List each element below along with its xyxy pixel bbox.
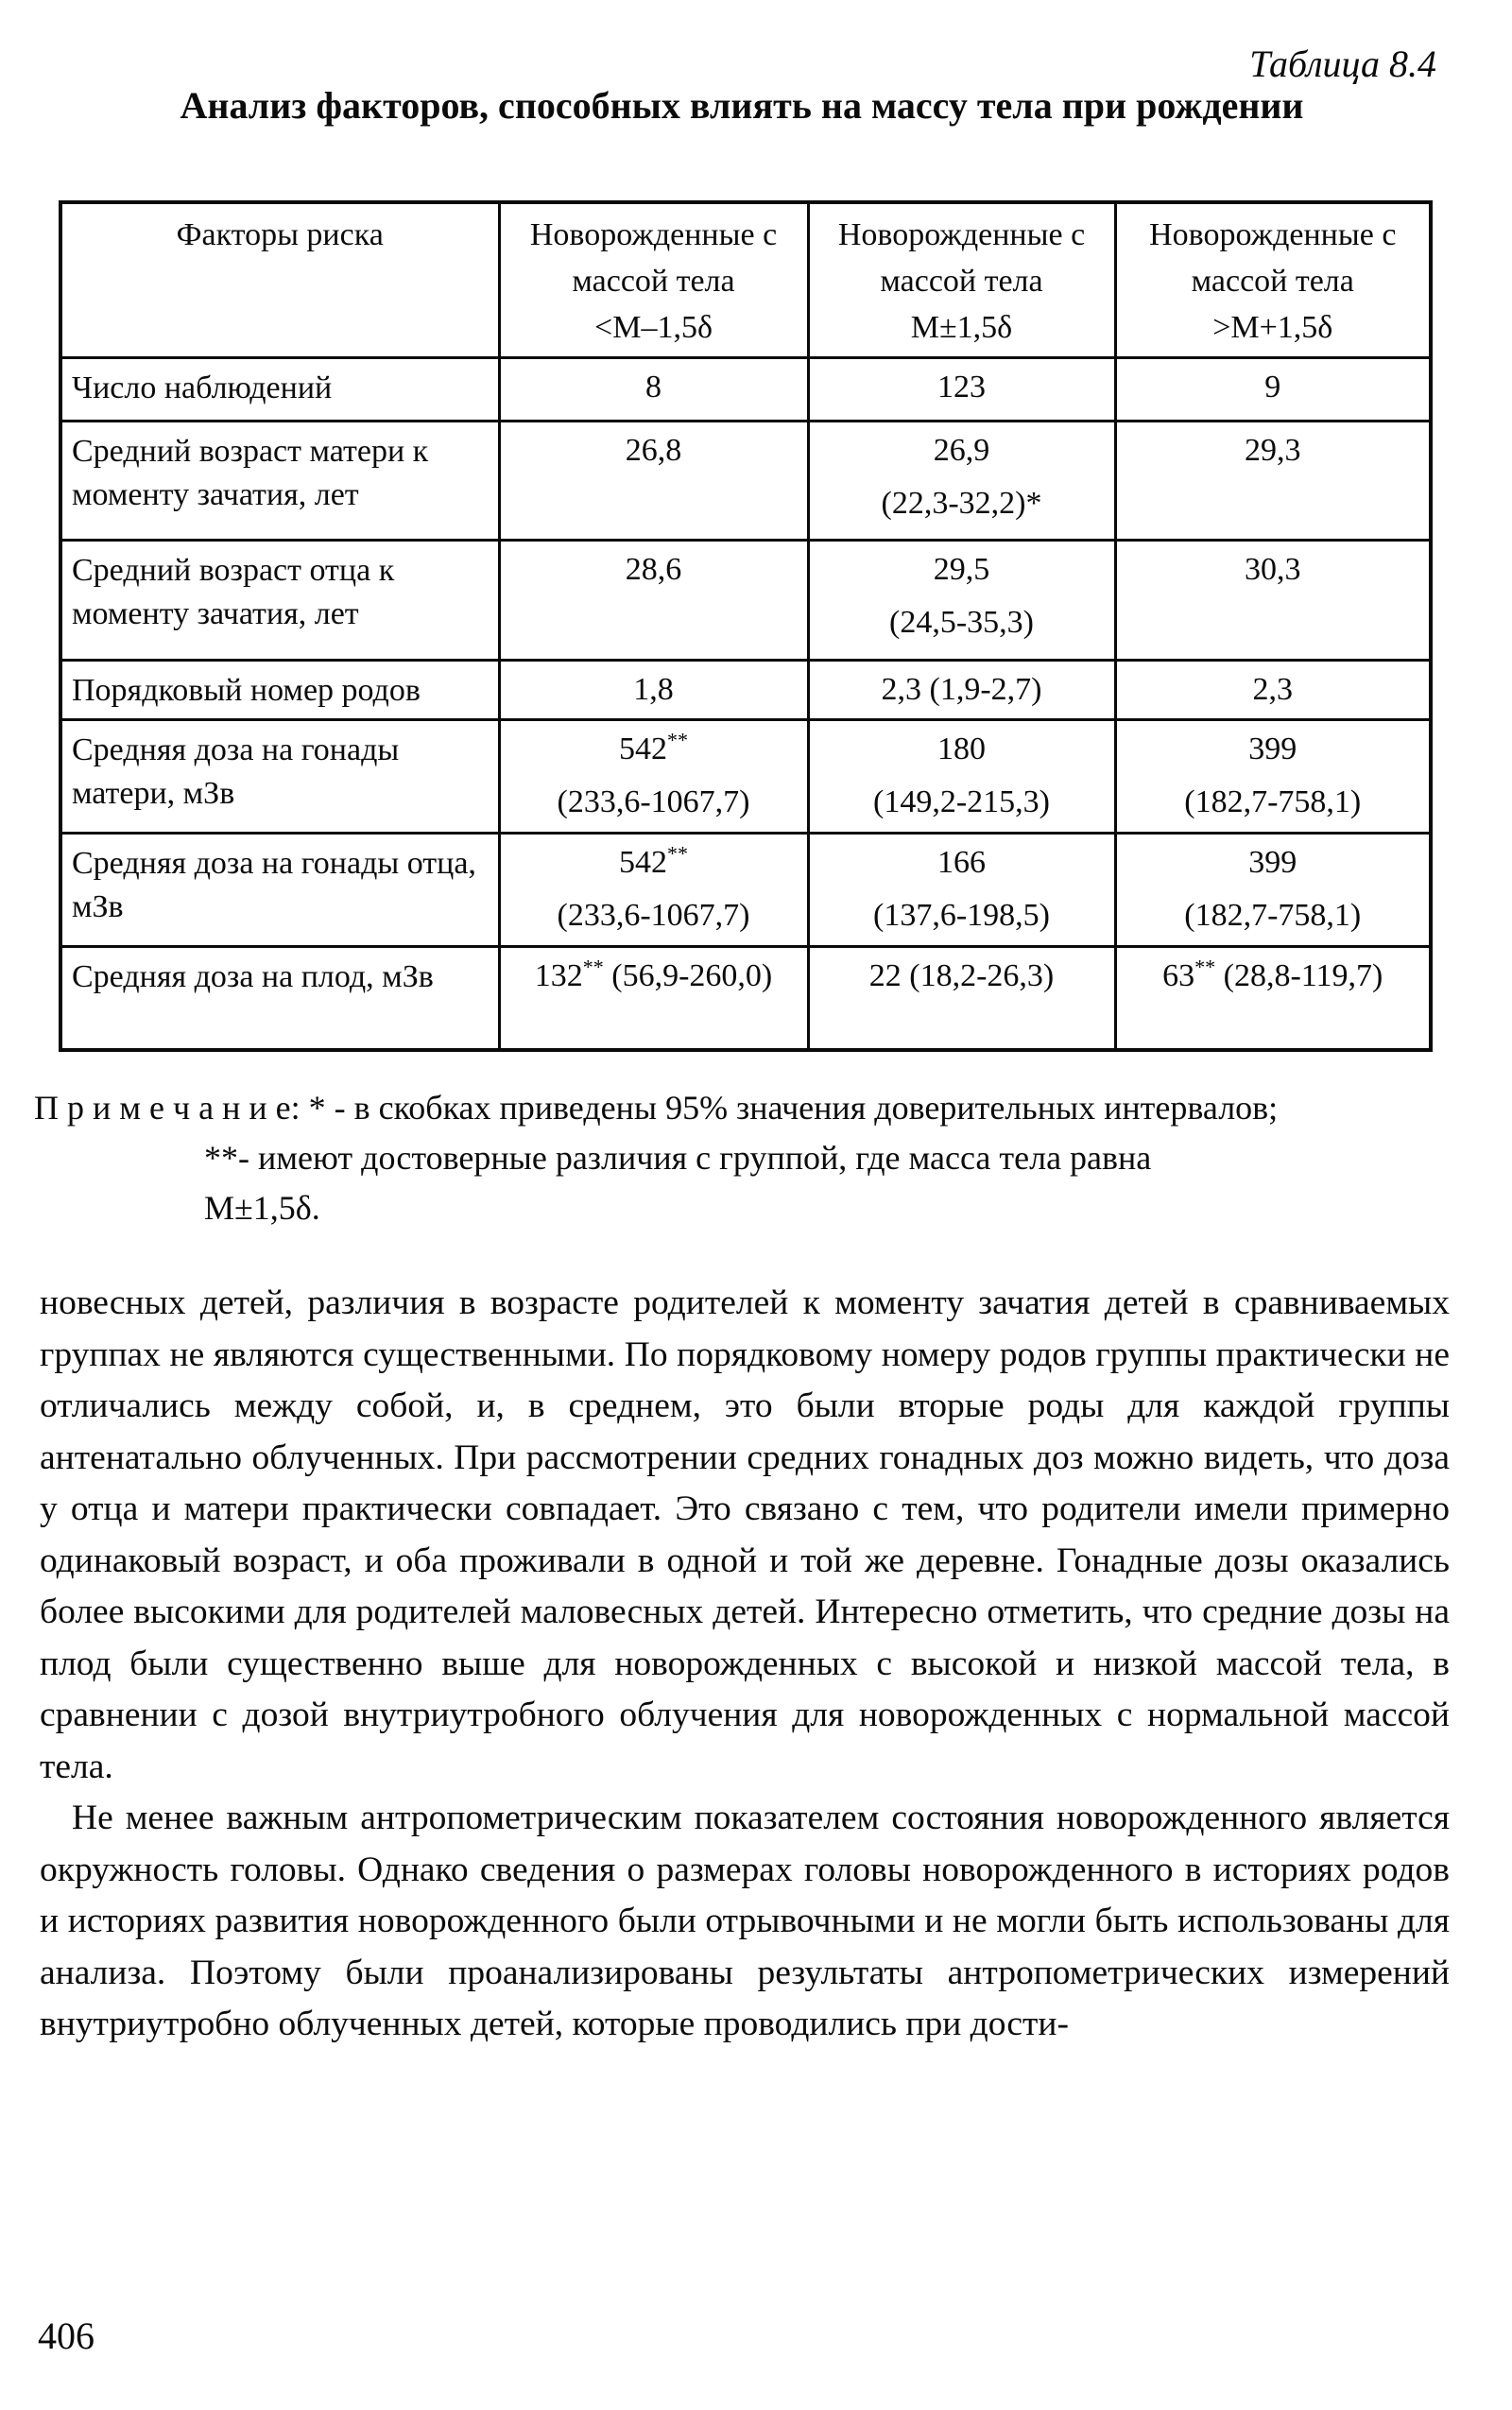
header-normal-mass: Новорожденные с массой тела М±1,5δ xyxy=(806,200,1117,359)
risk-factors-table: Факторы риска Новорожденные с массой тел… xyxy=(59,200,1433,1052)
value-cell: 166 (137,6-198,5) xyxy=(806,832,1117,948)
header-line: >М+1,5δ xyxy=(1212,310,1333,345)
value-cell: 30,3 xyxy=(1113,539,1433,662)
header-line: <М–1,5δ xyxy=(594,310,713,345)
page-title: Анализ факторов, способных влиять на мас… xyxy=(180,84,1304,127)
table-row: Средняя доза на гонады матери, мЗв 542**… xyxy=(59,718,1433,835)
body-text: новесных детей, различия в возрасте роди… xyxy=(40,1278,1450,2051)
header-line: Новорожденные с xyxy=(837,217,1086,252)
table-header-row: Факторы риска Новорожденные с массой тел… xyxy=(59,200,1433,359)
value-cell: 63** (28,8-119,7) xyxy=(1113,945,1433,1051)
value-cell: 399 (182,7-758,1) xyxy=(1113,832,1433,948)
table-row: Порядковый номер родов 1,8 2,3 (1,9-2,7)… xyxy=(59,659,1433,721)
value-cell: 542** (233,6-1067,7) xyxy=(497,718,810,835)
table-row: Средняя доза на плод, мЗв 132** (56,9-26… xyxy=(59,945,1433,1051)
header-factors: Факторы риска xyxy=(59,200,501,359)
row-label-cell: Средняя доза на плод, мЗв xyxy=(59,945,501,1051)
table-footnote: П р и м е ч а н и е: * - в скобках приве… xyxy=(34,1083,1485,1233)
footnote-text: * - в скобках приведены 95% значения дов… xyxy=(300,1089,1279,1127)
table-caption: Таблица 8.4 xyxy=(1249,43,1436,85)
row-label-cell: Число наблюдений xyxy=(59,356,501,422)
value-cell: 8 xyxy=(497,356,810,422)
header-line: М±1,5δ xyxy=(910,310,1013,345)
page-number: 406 xyxy=(38,2315,94,2357)
table-row: Средний возраст отца к моменту зачатия, … xyxy=(59,539,1433,662)
footnote-label: П р и м е ч а н и е: xyxy=(34,1089,301,1127)
value-cell: 22 (18,2-26,3) xyxy=(806,945,1117,1051)
value-cell: 2,3 xyxy=(1113,659,1433,721)
header-high-mass: Новорожденные с массой тела >М+1,5δ xyxy=(1113,200,1433,359)
row-label-cell: Средняя доза на гонады матери, мЗв xyxy=(59,718,501,835)
value-cell: 28,6 xyxy=(497,539,810,662)
header-line: Новорожденные с xyxy=(1149,217,1397,252)
footnote-line: М±1,5δ. xyxy=(204,1189,320,1227)
row-label-cell: Средний возраст отца к моменту зачатия, … xyxy=(59,539,501,662)
row-label-cell: Порядковый номер родов xyxy=(59,659,501,721)
header-line: массой тела xyxy=(572,264,735,299)
table-row: Средняя доза на гонады отца, мЗв 542** (… xyxy=(59,832,1433,948)
paragraph-continuation: новесных детей, различия в возрасте роди… xyxy=(40,1283,1450,1786)
value-cell: 399 (182,7-758,1) xyxy=(1113,718,1433,835)
header-low-mass: Новорожденные с массой тела <М–1,5δ xyxy=(497,200,810,359)
footnote-line: **- имеют достоверные различия с группой… xyxy=(204,1139,1152,1177)
value-cell: 26,9 (22,3-32,2)* xyxy=(806,420,1117,542)
value-cell: 9 xyxy=(1113,356,1433,422)
value-cell: 123 xyxy=(806,356,1117,422)
header-line: массой тела xyxy=(1191,264,1354,299)
value-cell: 29,5 (24,5-35,3) xyxy=(806,539,1117,662)
footnote-line: П р и м е ч а н и е: * - в скобках приве… xyxy=(34,1083,1485,1133)
row-label-cell: Средняя доза на гонады отца, мЗв xyxy=(59,832,501,948)
value-cell: 29,3 xyxy=(1113,420,1433,542)
row-label-cell: Средний возраст матери к моменту зачатия… xyxy=(59,420,501,542)
table-row: Средний возраст матери к моменту зачатия… xyxy=(59,420,1433,542)
value-cell: 2,3 (1,9-2,7) xyxy=(806,659,1117,721)
paragraph: Не менее важным антропометрическим показ… xyxy=(40,1799,1450,2043)
header-line: массой тела xyxy=(880,264,1043,299)
header-line: Новорожденные с xyxy=(529,217,778,252)
value-cell: 542** (233,6-1067,7) xyxy=(497,832,810,948)
value-cell: 132** (56,9-260,0) xyxy=(497,945,810,1051)
value-cell: 26,8 xyxy=(497,420,810,542)
table-row: Число наблюдений 8 123 9 xyxy=(59,356,1433,422)
value-cell: 1,8 xyxy=(497,659,810,721)
value-cell: 180 (149,2-215,3) xyxy=(806,718,1117,835)
